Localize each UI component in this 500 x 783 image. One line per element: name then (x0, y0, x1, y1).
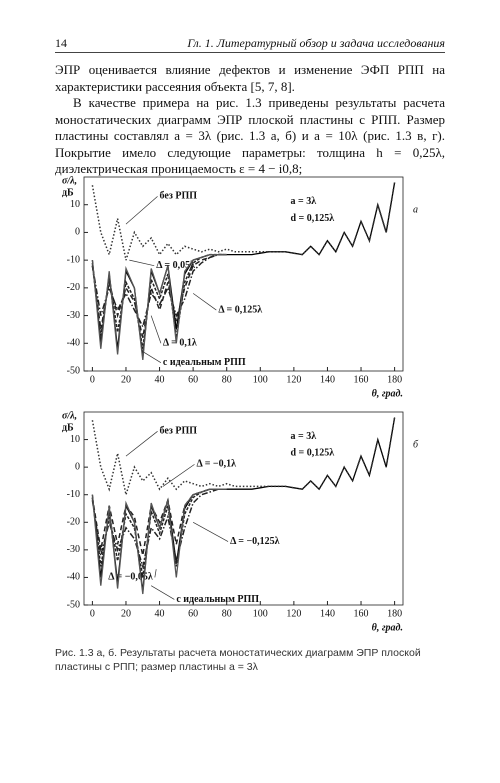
curve-label: Δ = 0,125λ (218, 304, 262, 315)
x-tick-label: 100 (253, 608, 268, 619)
x-tick-label: 20 (121, 608, 131, 619)
y-tick-label: 0 (75, 227, 80, 238)
curve (91, 488, 227, 570)
y-tick-label: -10 (67, 254, 80, 265)
y-tick-label: 10 (70, 199, 80, 210)
leader-line (192, 521, 229, 542)
x-tick-label: 120 (286, 608, 301, 619)
x-tick-label: 0 (90, 608, 95, 619)
curve-label: Δ = 0,05λ (156, 260, 195, 271)
x-tick-label: 160 (354, 608, 369, 619)
curve-label: Δ = −0,1λ (196, 459, 236, 470)
curve-label: Δ = −0,125λ (230, 536, 280, 547)
x-tick-label: 100 (253, 374, 268, 385)
y-tick-label: -40 (67, 572, 80, 583)
curve-label: без РПП (160, 191, 198, 202)
y-axis-label: σ/λ, (62, 410, 77, 421)
plot-frame (83, 176, 404, 372)
x-tick-label: 40 (155, 608, 165, 619)
x-tick-label: 60 (188, 608, 198, 619)
y-axis-label: дБ (62, 422, 74, 433)
curve-label: Δ = 0,1λ (163, 338, 197, 349)
body-text: ЭПР оценивается влияние дефектов и измен… (55, 62, 445, 178)
x-axis-label: θ, град. (372, 388, 403, 399)
x-axis-label: θ, град. (372, 622, 403, 633)
curve-label: с идеальным РПП (163, 357, 246, 368)
curve (91, 488, 227, 595)
y-tick-label: -30 (67, 310, 80, 321)
x-tick-label: 140 (320, 374, 335, 385)
x-tick-label: 140 (320, 608, 335, 619)
leader-line (154, 569, 157, 578)
paragraph: ЭПР оценивается влияние дефектов и измен… (55, 62, 445, 94)
leader-line (125, 431, 158, 457)
x-tick-label: 180 (387, 608, 402, 619)
curve (91, 417, 396, 495)
y-axis-label: σ/λ, (62, 175, 77, 186)
x-tick-label: 60 (188, 374, 198, 385)
y-axis-label: дБ (62, 187, 74, 198)
page-number: 14 (55, 36, 67, 50)
curve-label: без РПП (160, 426, 198, 437)
running-header: 14 Гл. 1. Литературный обзор и задача ис… (55, 36, 445, 53)
curve-label: Δ = −0,05λ (108, 572, 153, 583)
panel-label: б (413, 439, 419, 450)
curve-label: с идеальным РПП (176, 594, 259, 605)
y-tick-label: -20 (67, 517, 80, 528)
x-tick-label: 180 (387, 374, 402, 385)
x-tick-label: 40 (155, 374, 165, 385)
panel-label: а (413, 205, 418, 216)
leader-line (150, 585, 175, 600)
leader-line (125, 196, 158, 225)
y-tick-label: -10 (67, 489, 80, 500)
curve (91, 182, 396, 358)
y-tick-label: -40 (67, 338, 80, 349)
curve (91, 417, 396, 592)
annotation: a = 3λ (291, 431, 317, 442)
curve (91, 488, 227, 556)
curve (91, 182, 396, 261)
x-tick-label: 80 (222, 374, 232, 385)
header-title: Гл. 1. Литературный обзор и задача иссле… (187, 36, 445, 50)
curve (91, 253, 227, 338)
y-tick-label: -50 (67, 599, 80, 610)
x-tick-label: 160 (354, 374, 369, 385)
leader-line (192, 293, 217, 311)
curve (91, 253, 227, 360)
figure-caption: Рис. 1.3 а, б. Результаты расчета моност… (55, 647, 421, 673)
plot-frame (83, 411, 404, 606)
y-tick-label: -50 (67, 365, 80, 376)
leader-line (142, 351, 162, 363)
leader-line (129, 259, 155, 267)
y-tick-label: 0 (75, 461, 80, 472)
annotation: a = 3λ (291, 196, 317, 207)
x-tick-label: 0 (90, 374, 95, 385)
curve (91, 253, 227, 329)
y-tick-label: -20 (67, 282, 80, 293)
paragraph: В качестве примера на рис. 1.3 приведены… (55, 95, 445, 176)
x-tick-label: 80 (222, 608, 232, 619)
leader-line (162, 464, 195, 487)
leader-line (150, 315, 162, 344)
y-tick-label: 10 (70, 434, 80, 445)
y-tick-label: -30 (67, 544, 80, 555)
x-tick-label: 120 (286, 374, 301, 385)
annotation: d = 0,125λ (291, 448, 335, 459)
x-tick-label: 20 (121, 374, 131, 385)
annotation: d = 0,125λ (291, 213, 335, 224)
